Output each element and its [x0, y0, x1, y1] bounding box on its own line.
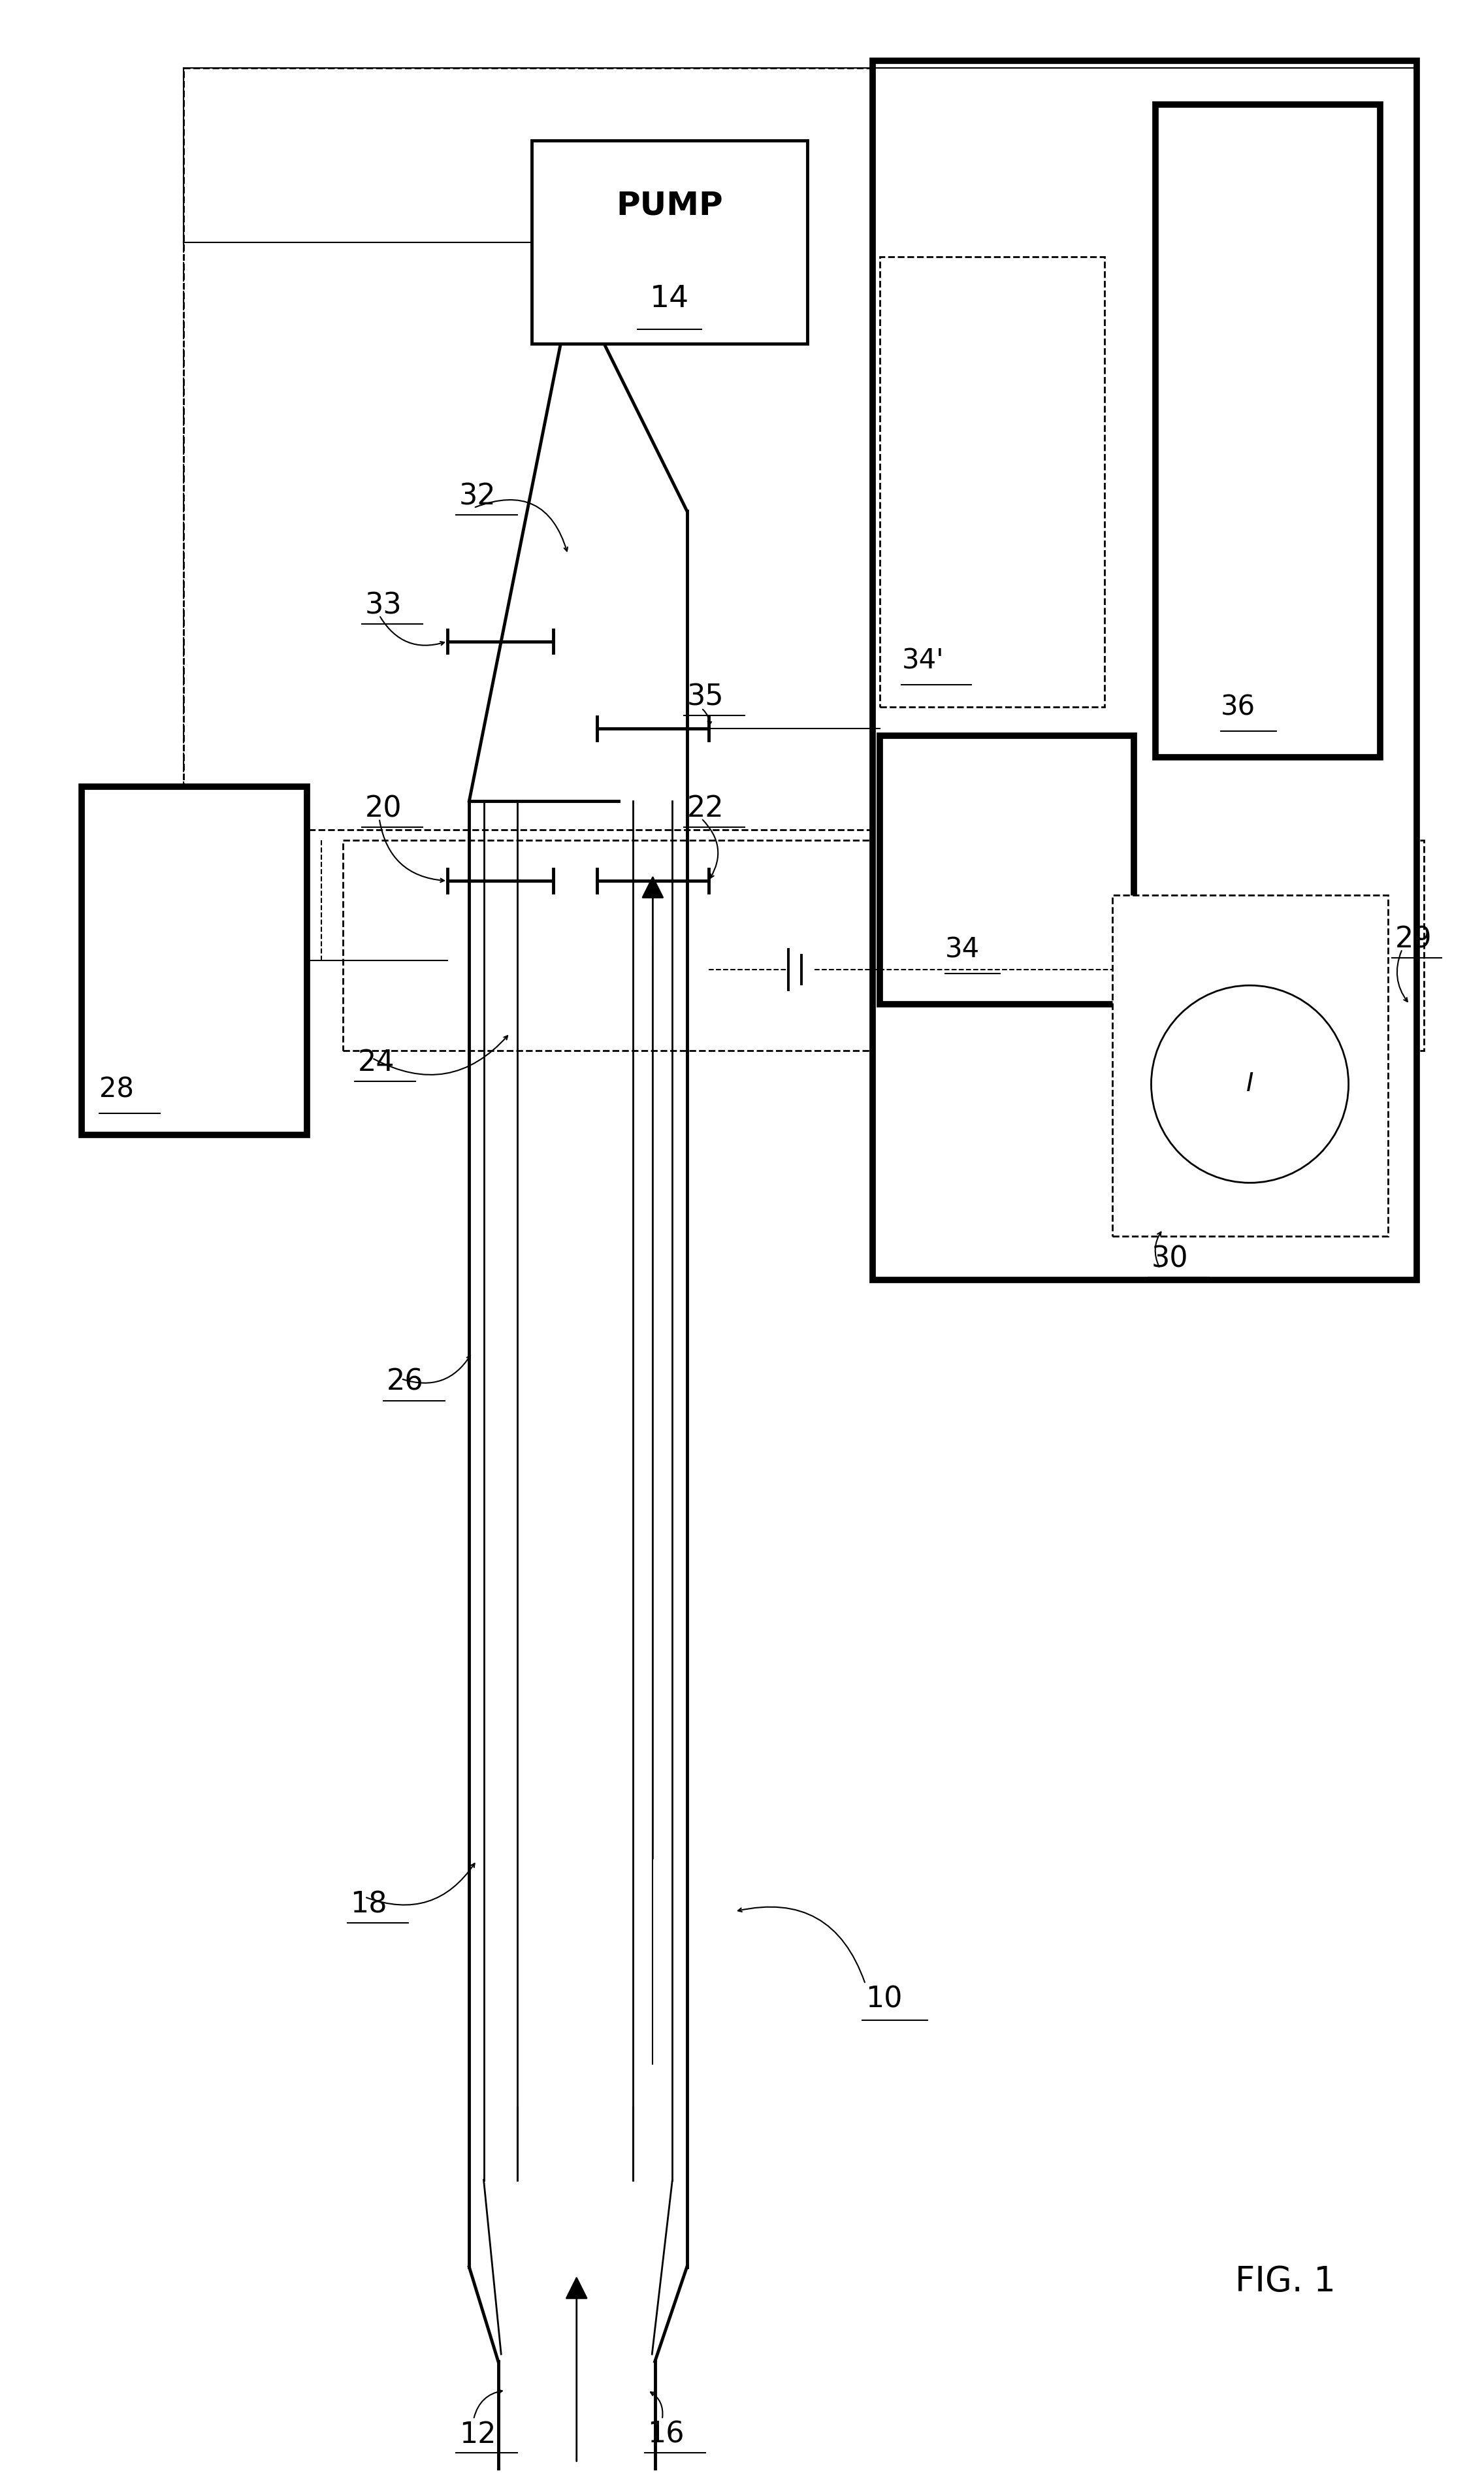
- Bar: [873, 62, 1417, 1281]
- Text: 16: 16: [647, 2421, 684, 2448]
- Bar: [1156, 104, 1380, 757]
- Bar: [82, 786, 307, 1135]
- Bar: [343, 841, 1425, 1051]
- Text: 14: 14: [650, 284, 689, 314]
- Text: 12: 12: [459, 2421, 496, 2448]
- Text: 22: 22: [687, 794, 724, 824]
- Text: 36: 36: [1221, 695, 1255, 722]
- Text: 28: 28: [99, 1076, 134, 1103]
- Text: 26: 26: [386, 1368, 423, 1397]
- Text: FIG. 1: FIG. 1: [1235, 2265, 1336, 2297]
- Bar: [531, 141, 807, 344]
- Text: 33: 33: [365, 591, 402, 621]
- Text: I: I: [1247, 1071, 1254, 1096]
- Text: 24: 24: [358, 1049, 395, 1076]
- Bar: [880, 737, 1134, 1004]
- Text: 30: 30: [1152, 1244, 1189, 1274]
- Bar: [880, 257, 1104, 707]
- Text: 20: 20: [365, 794, 402, 824]
- Text: 34': 34': [902, 648, 944, 675]
- Text: 29: 29: [1395, 925, 1432, 955]
- Text: 34: 34: [945, 937, 979, 964]
- Bar: [1112, 895, 1388, 1236]
- Text: 35: 35: [687, 683, 724, 712]
- Text: 18: 18: [350, 1892, 387, 1919]
- Text: 32: 32: [459, 482, 496, 512]
- Circle shape: [1152, 984, 1349, 1182]
- Bar: [184, 69, 1417, 831]
- Text: PUMP: PUMP: [616, 190, 723, 220]
- Text: 10: 10: [865, 1986, 902, 2013]
